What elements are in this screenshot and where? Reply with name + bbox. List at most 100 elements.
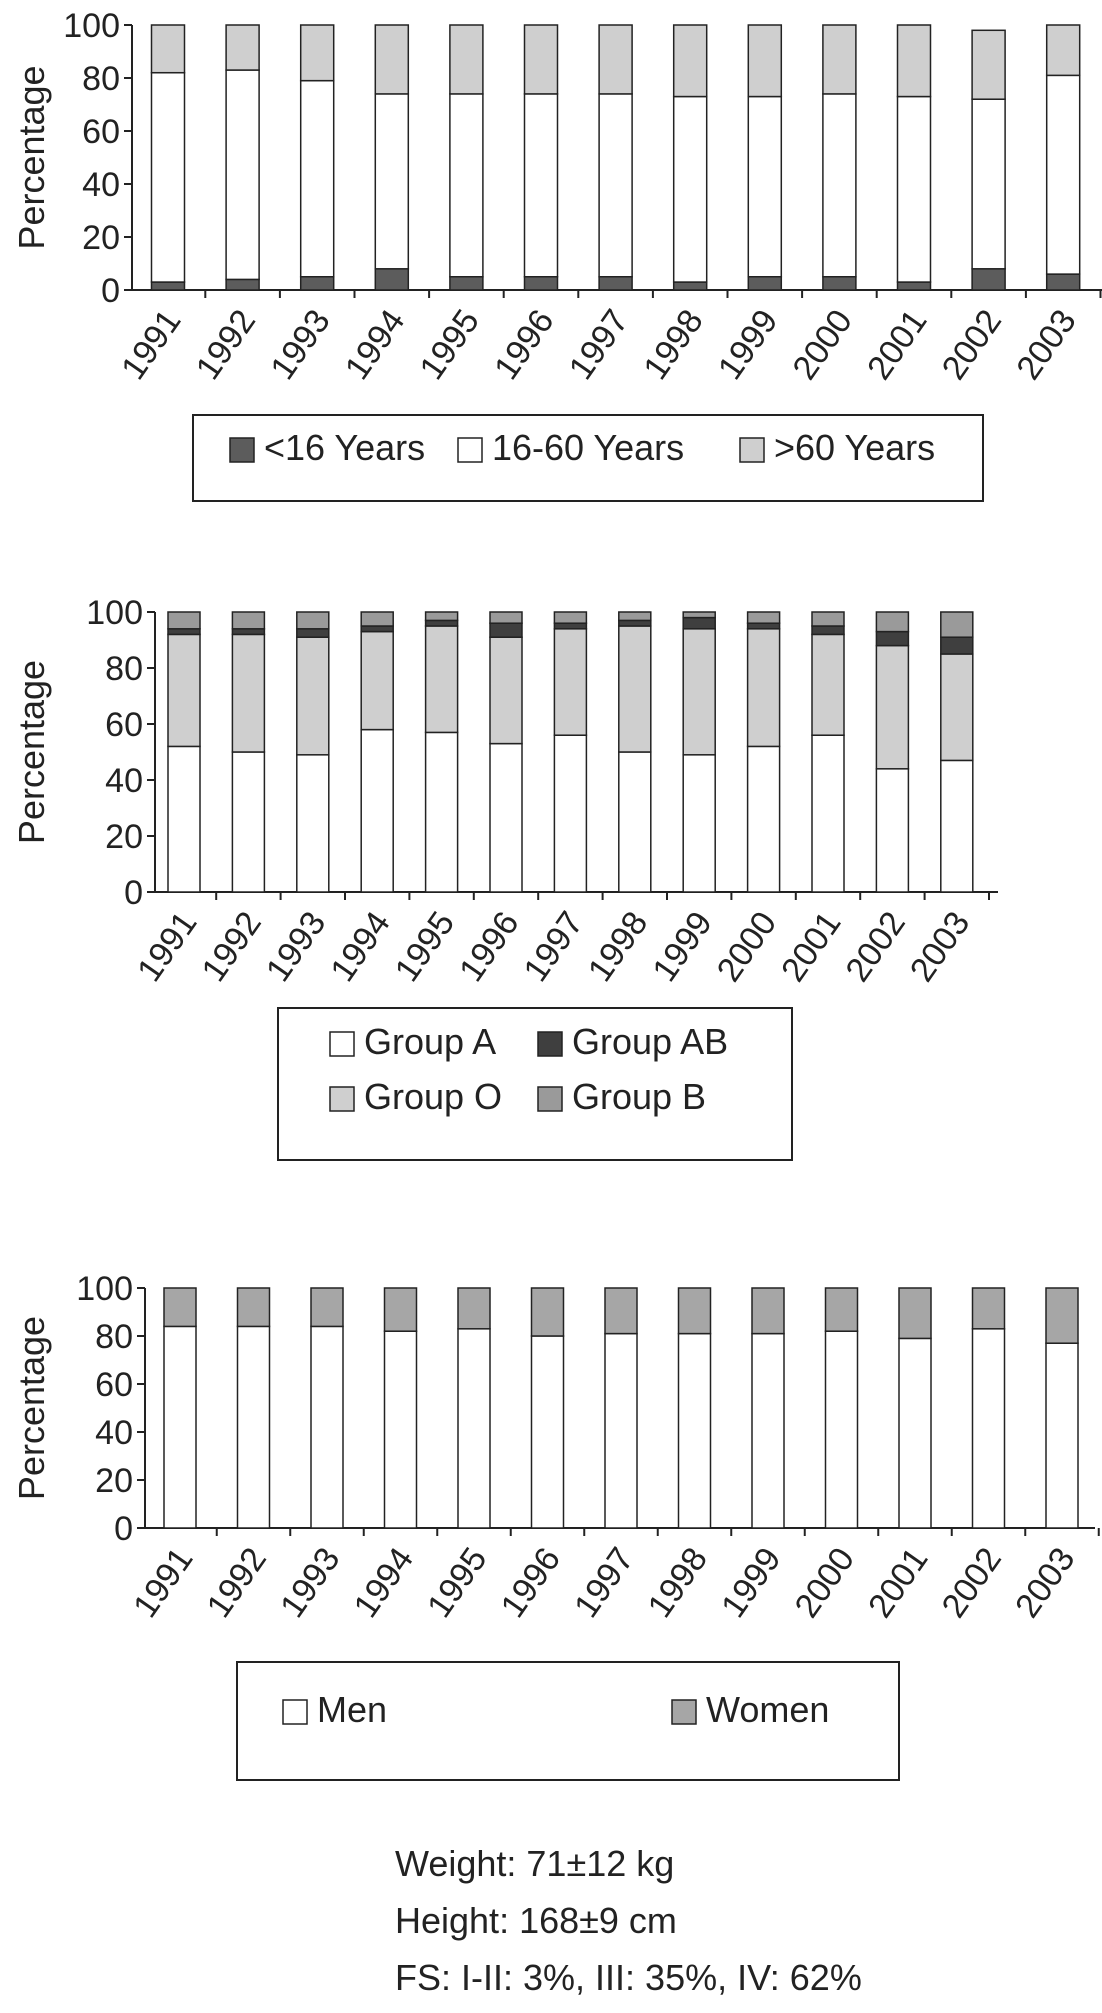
bar-segment <box>824 1287 859 1332</box>
y-tick-label: 0 <box>101 272 120 310</box>
bar-segment <box>360 630 394 731</box>
bar-segment <box>449 93 484 278</box>
legend-label: 16-60 Years <box>492 427 684 468</box>
x-tick-label: 1996 <box>452 905 527 989</box>
x-tick-label: 1995 <box>412 303 487 387</box>
bar-segment <box>971 29 1006 100</box>
bar-segment <box>682 628 716 756</box>
x-tick-label: 1998 <box>641 1541 716 1625</box>
bar-segment <box>167 611 201 630</box>
bar-segment <box>424 625 459 734</box>
bar-segment <box>746 622 781 630</box>
x-tick-label: 1994 <box>338 303 413 387</box>
legend: Men Women <box>236 1661 900 1781</box>
x-tick-label: 1999 <box>714 1541 789 1625</box>
bar-segment <box>523 276 559 291</box>
bar-segment <box>424 731 459 893</box>
x-tick-label: 2000 <box>788 1541 863 1625</box>
x-tick-label: 1997 <box>516 905 591 989</box>
legend-swatch <box>282 1699 308 1725</box>
bar-segment <box>604 1287 638 1335</box>
bar-segment <box>751 1287 785 1335</box>
x-tick-label: 1998 <box>581 905 656 989</box>
bar-segment <box>746 611 781 624</box>
bar-segment <box>360 625 394 633</box>
bar-segment <box>489 622 523 638</box>
bar-segment <box>553 734 588 893</box>
bar-segment <box>811 611 845 627</box>
x-tick-label: 1994 <box>347 1541 422 1625</box>
stat-fs: FS: I-II: 3%, III: 35%, IV: 62% <box>395 1957 862 1998</box>
bar-segment <box>383 1330 418 1529</box>
legend-label: Group AB <box>572 1021 728 1062</box>
bar-segment <box>449 276 484 291</box>
y-tick-label: 0 <box>124 874 143 912</box>
bar-segment <box>150 24 186 74</box>
bar-segment <box>618 619 652 627</box>
bar-segment <box>523 93 559 278</box>
x-tick-label: 2003 <box>903 905 978 989</box>
y-tick-label: 20 <box>82 219 120 257</box>
bar-segment <box>971 98 1006 270</box>
x-tick-label: 1999 <box>645 905 720 989</box>
bar-segment <box>231 628 266 636</box>
bar-segment <box>299 24 335 82</box>
legend-label: Men <box>317 1689 387 1730</box>
bar-segment <box>225 278 260 291</box>
bar-segment <box>672 95 708 283</box>
bar-segment <box>811 734 845 893</box>
legend-label: Group B <box>572 1076 706 1117</box>
summary-stats: Weight: 71±12 kg Height: 168±9 cm FS: I-… <box>395 1835 862 2006</box>
bar-segment <box>875 644 910 770</box>
bar-segment <box>489 636 523 745</box>
bar-segment <box>150 71 186 283</box>
bar-segment <box>1045 24 1081 77</box>
y-tick-label: 60 <box>82 113 120 151</box>
y-tick-label: 80 <box>105 650 143 688</box>
bar-segment <box>898 1287 932 1340</box>
y-tick-label: 20 <box>105 818 143 856</box>
bar-segment <box>299 276 335 291</box>
bar-segment <box>231 611 266 630</box>
bar-segment <box>751 1332 785 1529</box>
bar-segment <box>424 611 459 622</box>
x-tick-label: 1991 <box>126 1541 201 1625</box>
chart-3: 020406080100Percentage199119921993199419… <box>11 1270 1100 1781</box>
legend-label: Women <box>706 1689 829 1730</box>
bar-segment <box>231 751 266 893</box>
bar-segment <box>489 611 523 624</box>
legend-label: <16 Years <box>264 427 425 468</box>
bar-segment <box>374 24 410 95</box>
x-tick-label: 1993 <box>259 905 334 989</box>
bar-segment <box>225 24 260 71</box>
bar-segment <box>747 24 783 98</box>
x-tick-label: 1996 <box>487 303 562 387</box>
bar-segment <box>457 1328 491 1529</box>
bar-segment <box>672 24 708 98</box>
x-tick-label: 1993 <box>263 303 338 387</box>
bar-segment <box>940 653 974 762</box>
bar-segment <box>167 633 201 748</box>
legend-swatch <box>537 1086 563 1112</box>
y-tick-label: 60 <box>95 1366 133 1404</box>
legend-swatch <box>537 1031 563 1057</box>
legend-box <box>277 1007 793 1161</box>
bar-segment <box>296 611 330 630</box>
bar-segment <box>360 728 394 893</box>
bar-segment <box>1045 1342 1079 1529</box>
bar-segment <box>598 93 633 278</box>
bar-segment <box>618 625 652 753</box>
bar-segment <box>822 24 857 95</box>
bar-segment <box>940 759 974 893</box>
bar-segment <box>971 1328 1006 1529</box>
legend-label: Group A <box>364 1021 496 1062</box>
x-tick-label: 1992 <box>194 905 269 989</box>
legend-swatch <box>739 437 765 463</box>
y-tick-label: 80 <box>95 1318 133 1356</box>
bar-segment <box>457 1287 491 1330</box>
bar-segment <box>310 1325 344 1529</box>
x-tick-label: 1991 <box>114 303 189 387</box>
chart-2: 020406080100Percentage199119921993199419… <box>11 594 998 1161</box>
y-tick-label: 100 <box>63 7 120 45</box>
